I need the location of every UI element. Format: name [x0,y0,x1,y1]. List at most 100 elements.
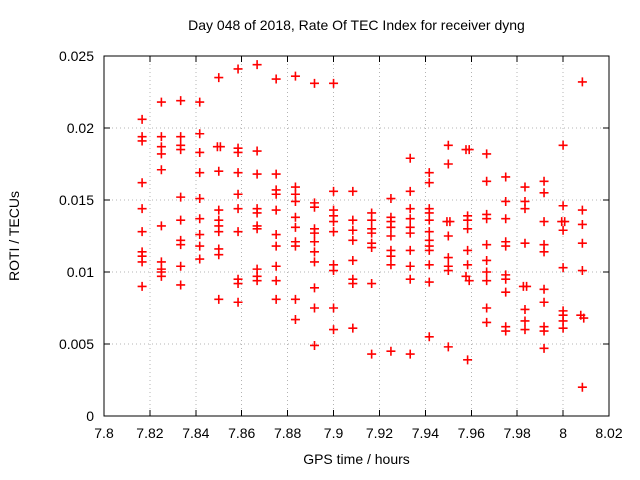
data-point-marker [424,227,434,237]
data-point-marker [195,97,205,107]
data-point-marker [348,186,358,196]
data-point-marker [137,227,147,237]
data-point-marker [290,196,300,206]
x-tick-label: 8.02 [595,425,622,441]
data-point-marker [482,317,492,327]
data-point-marker [539,326,549,336]
x-axis-title: GPS time / hours [303,451,410,467]
data-point-marker [463,355,473,365]
data-point-marker [443,253,453,263]
data-point-marker [501,172,511,182]
data-point-marker [329,303,339,313]
data-point-marker [271,189,281,199]
data-point-marker [560,217,570,227]
data-point-marker [252,60,262,70]
data-point-marker [271,205,281,215]
data-point-marker [577,238,587,248]
data-point-marker [539,217,549,227]
data-point-marker [195,194,205,204]
data-point-marker [233,279,243,289]
data-point-marker [424,245,434,255]
data-point-marker [501,214,511,224]
data-point-marker [290,71,300,81]
data-point-marker [386,222,396,232]
x-tick-label: 7.94 [412,425,439,441]
data-point-marker [520,316,530,326]
data-point-marker [309,303,319,313]
data-point-marker [309,78,319,88]
data-point-marker [405,153,415,163]
data-point-marker [252,169,262,179]
data-point-marker [156,165,166,175]
data-point-marker [195,168,205,178]
data-point-marker [386,231,396,241]
data-point-marker [214,205,224,215]
data-point-marker [195,129,205,139]
data-point-marker [176,192,186,202]
data-point-marker [577,205,587,215]
data-point-marker [367,243,377,253]
data-point-marker [329,186,339,196]
data-point-marker [348,235,358,245]
data-point-marker [386,194,396,204]
data-point-marker [214,73,224,83]
data-point-marker [482,276,492,286]
data-point-marker [156,149,166,159]
x-tick-label: 8 [559,425,567,441]
data-point-marker [271,261,281,271]
data-point-marker [290,315,300,325]
data-point-marker [137,136,147,146]
chart-title: Day 048 of 2018, Rate Of TEC Index for r… [188,17,525,33]
x-tick-label: 7.92 [366,425,393,441]
x-tick-label: 7.86 [228,425,255,441]
data-point-marker [405,204,415,214]
x-tick-label: 7.98 [504,425,531,441]
data-point-marker [252,146,262,156]
data-point-marker [252,224,262,234]
data-point-marker [195,254,205,264]
data-point-marker [271,276,281,286]
data-point-marker [156,132,166,142]
data-point-marker [195,230,205,240]
data-point-marker [329,227,339,237]
x-tick-label: 7.84 [182,425,209,441]
data-point-marker [386,260,396,270]
data-point-marker [558,225,568,235]
data-point-marker [386,346,396,356]
data-point-marker [445,217,455,227]
data-point-marker [443,159,453,169]
data-point-marker [424,168,434,178]
data-point-marker [577,382,587,392]
data-point-marker [463,224,473,234]
data-point-marker [252,208,262,218]
data-point-marker [233,147,243,157]
data-point-marker [290,294,300,304]
data-point-marker [290,212,300,222]
y-tick-label: 0.015 [59,192,94,208]
data-point-marker [482,176,492,186]
data-point-marker [214,227,224,237]
data-point-marker [176,96,186,106]
data-point-marker [137,257,147,267]
data-point-marker [367,349,377,359]
data-point-marker [520,204,530,214]
data-point-marker [348,323,358,333]
x-tick-label: 7.88 [274,425,301,441]
data-point-marker [233,227,243,237]
data-point-marker [329,78,339,88]
data-point-marker [463,260,473,270]
data-point-marker [195,214,205,224]
data-point-marker [233,64,243,74]
y-tick-label: 0.01 [67,264,94,280]
data-point-marker [405,228,415,238]
data-point-marker [367,215,377,225]
data-point-marker [482,267,492,277]
data-point-marker [233,204,243,214]
data-point-marker [501,241,511,251]
data-point-marker [501,274,511,284]
data-point-marker [195,147,205,157]
data-point-marker [577,266,587,276]
data-point-marker [137,281,147,291]
data-point-marker [137,178,147,188]
